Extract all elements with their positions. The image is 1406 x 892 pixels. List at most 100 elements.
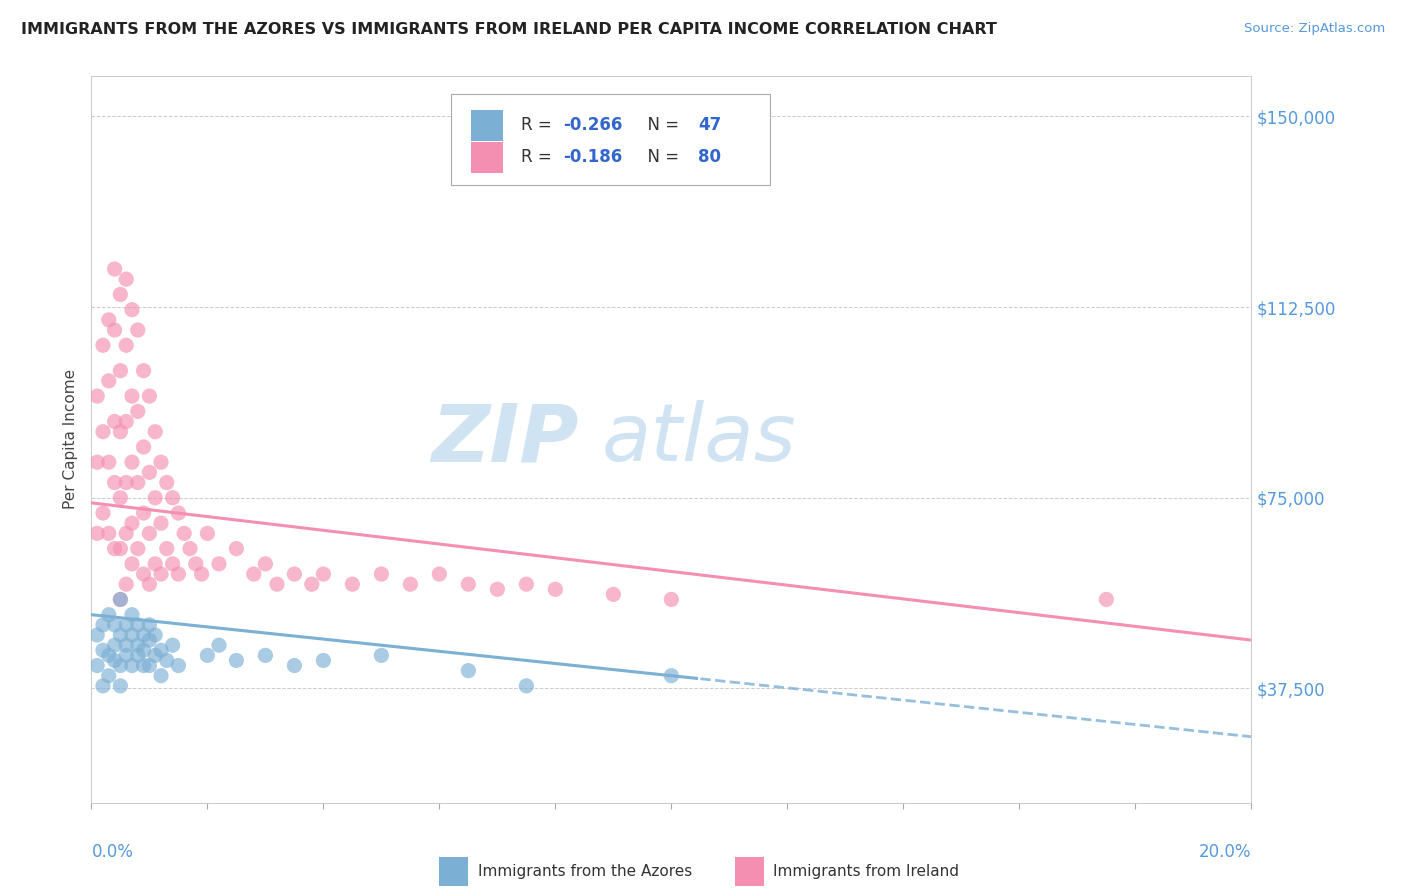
Point (91, 425, 114, 439)
Point (427, 567, 450, 582)
Point (162, 638, 184, 652)
Point (91, 679, 114, 693)
Point (86, 628, 108, 642)
Point (370, 567, 392, 582)
Point (115, 415, 138, 429)
Point (97, 669, 120, 683)
Point (121, 628, 143, 642)
Text: atlas: atlas (602, 401, 797, 478)
Point (138, 526, 160, 541)
Point (138, 618, 160, 632)
Point (110, 628, 132, 642)
Point (184, 557, 207, 571)
Point (342, 577, 364, 591)
Point (266, 577, 288, 591)
Point (104, 475, 127, 490)
Point (115, 475, 138, 490)
Point (115, 577, 138, 591)
Point (127, 404, 149, 418)
Text: Immigrants from Ireland: Immigrants from Ireland (773, 864, 959, 880)
FancyBboxPatch shape (735, 857, 765, 887)
Point (150, 516, 172, 531)
Point (104, 618, 127, 632)
Point (132, 643, 155, 657)
Point (143, 648, 166, 663)
Text: Immigrants from the Azores: Immigrants from the Azores (478, 864, 692, 880)
Point (104, 541, 127, 556)
Point (121, 302, 143, 317)
Point (115, 648, 138, 663)
Point (138, 466, 160, 480)
Point (86, 658, 108, 673)
Point (121, 607, 143, 622)
Text: ZIP: ZIP (432, 401, 579, 478)
Point (138, 389, 160, 403)
FancyBboxPatch shape (471, 110, 503, 141)
Point (110, 541, 132, 556)
Point (457, 664, 479, 678)
Point (127, 323, 149, 337)
Point (602, 587, 624, 601)
Point (132, 364, 155, 378)
Point (132, 628, 155, 642)
Point (91, 506, 114, 520)
Point (150, 669, 172, 683)
Point (254, 557, 277, 571)
Point (179, 541, 201, 556)
Point (110, 592, 132, 607)
Point (104, 262, 127, 277)
Point (208, 557, 231, 571)
Point (115, 638, 138, 652)
Point (225, 541, 247, 556)
Point (121, 557, 143, 571)
Point (97, 526, 120, 541)
Text: -0.266: -0.266 (564, 116, 623, 135)
Point (195, 526, 219, 541)
Point (659, 592, 682, 607)
Point (115, 272, 138, 286)
Text: 0.0%: 0.0% (91, 843, 134, 861)
Point (312, 567, 335, 582)
Point (127, 648, 149, 663)
Point (104, 323, 127, 337)
Point (399, 577, 422, 591)
Point (143, 628, 166, 642)
Text: 80: 80 (697, 148, 721, 166)
Point (127, 638, 149, 652)
Point (132, 440, 155, 454)
Point (127, 475, 149, 490)
Point (138, 633, 160, 648)
Point (104, 415, 127, 429)
Point (97, 455, 120, 469)
Point (156, 475, 179, 490)
Point (173, 526, 195, 541)
Point (97, 374, 120, 388)
Point (195, 648, 219, 663)
Point (110, 491, 132, 505)
Text: N =: N = (637, 116, 683, 135)
Point (110, 287, 132, 301)
Point (162, 557, 184, 571)
Point (283, 658, 305, 673)
Point (91, 618, 114, 632)
Point (121, 455, 143, 469)
Point (544, 582, 567, 597)
Point (457, 577, 479, 591)
Point (86, 455, 108, 469)
Point (127, 541, 149, 556)
Point (659, 669, 682, 683)
Point (156, 541, 179, 556)
Text: R =: R = (520, 148, 557, 166)
Point (190, 567, 212, 582)
Point (283, 567, 305, 582)
Text: -0.186: -0.186 (564, 148, 623, 166)
Point (132, 567, 155, 582)
FancyBboxPatch shape (451, 94, 770, 185)
Point (167, 506, 190, 520)
Point (110, 679, 132, 693)
Point (162, 491, 184, 505)
Point (115, 338, 138, 352)
Point (110, 592, 132, 607)
Point (97, 648, 120, 663)
Point (121, 389, 143, 403)
